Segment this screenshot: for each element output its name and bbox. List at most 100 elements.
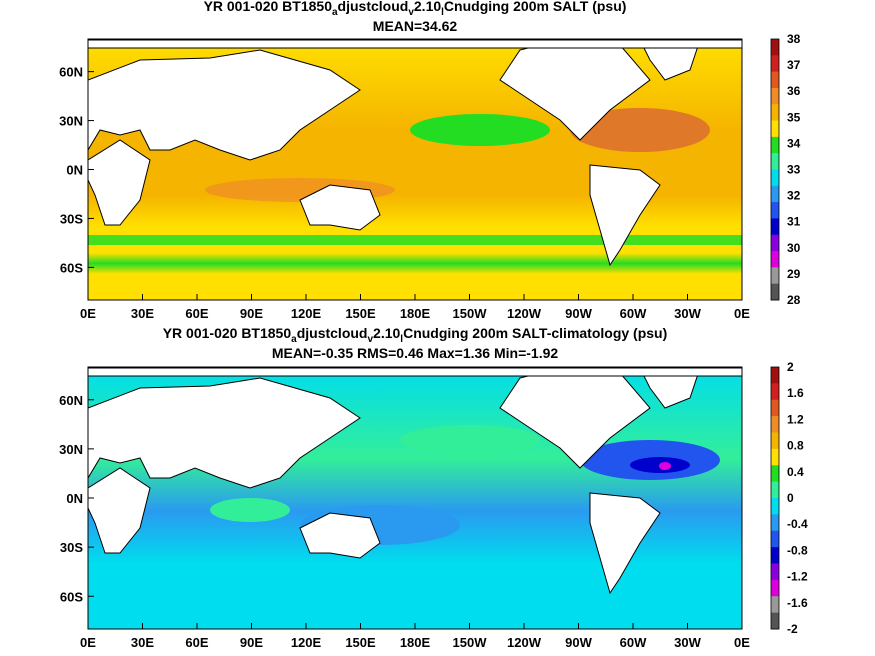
panel1-land bbox=[88, 39, 742, 267]
panel2-map bbox=[88, 367, 742, 629]
panel1-colorbar-label: 36 bbox=[787, 84, 801, 98]
panel2-colorbar-swatch bbox=[771, 547, 779, 564]
panel1-colorbar-swatch bbox=[771, 153, 779, 170]
panel1-xtick-label: 0E bbox=[80, 306, 96, 321]
panel2-axes: 0E 30E 60E 90E 120E 150E 180E 150W 120W 90W 60W 30W… bbox=[59, 393, 750, 650]
panel2-stats: MEAN=-0.35 RMS=0.46 Max=1.36 Min=-1.92 bbox=[271, 345, 559, 361]
panel2-colorbar-label: -1.6 bbox=[787, 596, 808, 610]
panel2-xtick-label: 120E bbox=[291, 635, 322, 650]
southern-fresh-band bbox=[88, 235, 742, 245]
panel1-colorbar-label: 33 bbox=[787, 163, 801, 177]
panel1-colorbar-swatch bbox=[771, 267, 779, 285]
panel1-xtick-label: 30E bbox=[131, 306, 154, 321]
panel2-xtick-label: 90W bbox=[565, 635, 592, 650]
panel1-xtick-label: 150E bbox=[345, 306, 376, 321]
panel1-colorbar-label: 38 bbox=[787, 32, 801, 46]
panel2-colorbar-swatch bbox=[771, 383, 779, 401]
panel2-xtick-label: 30E bbox=[131, 635, 154, 650]
panel2-colorbar-swatch bbox=[771, 514, 779, 532]
panel1-colorbar-swatch bbox=[771, 169, 779, 187]
panel1-ytick-label: 60S bbox=[60, 260, 83, 275]
panel2-colorbar-swatch bbox=[771, 481, 779, 499]
panel1-ytick-label: 0N bbox=[66, 163, 83, 178]
north-atlantic-min bbox=[659, 462, 671, 470]
panel1-colorbar-swatch bbox=[771, 39, 779, 56]
panel1-colorbar-swatch bbox=[771, 55, 779, 73]
panel2-ytick-label: 30S bbox=[60, 540, 83, 555]
panel1-colorbar-swatch bbox=[771, 87, 779, 105]
panel2-colorbar-swatch bbox=[771, 530, 779, 548]
panel1-colorbar-frame bbox=[770, 38, 780, 301]
panel2-colorbar-swatch bbox=[771, 399, 779, 417]
panel1-ytick-label: 30S bbox=[60, 211, 83, 226]
panel1-colorbar-swatch bbox=[771, 104, 779, 122]
panel2-ytick-label: 60S bbox=[60, 589, 83, 604]
panel1-colorbar-swatch bbox=[771, 71, 779, 89]
panel2-xtick-label: 60E bbox=[185, 635, 208, 650]
panel2-colorbar-swatch bbox=[771, 367, 779, 384]
panel1-xtick-label: 0E bbox=[734, 306, 750, 321]
panel1-colorbar-swatch bbox=[771, 136, 779, 154]
panel2-ytick-label: 30N bbox=[59, 442, 83, 457]
panel1-colorbar-label: 34 bbox=[787, 136, 801, 150]
panel1-xtick-label: 150W bbox=[453, 306, 488, 321]
panel1-ytick-label: 60N bbox=[59, 65, 83, 80]
panel1-colorbar-swatch bbox=[771, 283, 779, 301]
panel2-colorbar-swatch bbox=[771, 448, 779, 466]
panel1-colorbar-swatch bbox=[771, 120, 779, 138]
panel1-colorbar-label: 37 bbox=[787, 58, 801, 72]
panel1-xtick-label: 90E bbox=[240, 306, 263, 321]
panel1-map bbox=[88, 39, 742, 300]
panel1-colorbar-swatch bbox=[771, 185, 779, 203]
panel1-axes: 0E 30E 60E 90E 120E 150E 180E 150W 120W 90W 60W 30W… bbox=[59, 65, 750, 321]
north-pacific-anomaly bbox=[400, 425, 540, 455]
panel1-xtick-label: 60W bbox=[620, 306, 647, 321]
panel2-colorbar-swatch bbox=[771, 612, 779, 630]
panel1-colorbar-swatch bbox=[771, 202, 779, 219]
panel1-colorbar: 38 37 36 35 34 33 32 31 30 29 28 bbox=[770, 32, 801, 307]
panel2-ytick-label: 60N bbox=[59, 393, 83, 408]
panel2-colorbar-swatch bbox=[771, 579, 779, 597]
panel2-xtick-label: 30W bbox=[674, 635, 701, 650]
panel2-colorbar-label: -0.8 bbox=[787, 543, 808, 557]
panel2-colorbar-swatch bbox=[771, 432, 779, 450]
panel2-colorbar-label: -0.4 bbox=[787, 517, 808, 531]
panel1-stats: MEAN=34.62 bbox=[372, 18, 458, 34]
panel2-ytick-label: 0N bbox=[66, 491, 83, 506]
panel1-xtick-label: 120W bbox=[507, 306, 542, 321]
panel1-colorbar-label: 30 bbox=[787, 241, 801, 255]
panel1-title: YR 001-020 BT1850adjustcloudv2.10lCnudgi… bbox=[203, 0, 627, 18]
north-pacific-fresh bbox=[410, 114, 550, 146]
panel2-colorbar-swatch bbox=[771, 498, 779, 515]
panel1-xtick-label: 180E bbox=[400, 306, 431, 321]
panel1-ytick-label: 30N bbox=[59, 114, 83, 129]
panel2-colorbar: 2 1.6 1.2 0.8 0.4 0 -0.4 -0.8 -1.2 -1.6 -2 bbox=[770, 360, 808, 636]
panel2-colorbar-swatch bbox=[771, 563, 779, 581]
panel2-xtick-label: 0E bbox=[80, 635, 96, 650]
indian-anomaly bbox=[210, 498, 290, 522]
panel1-colorbar-label: 28 bbox=[787, 293, 801, 307]
panel2-xtick-label: 180E bbox=[400, 635, 431, 650]
panel2-colorbar-frame bbox=[770, 366, 780, 630]
panel2-colorbar-label: 0.4 bbox=[787, 465, 804, 479]
panel2-colorbar-label: 0 bbox=[787, 491, 794, 505]
panel2-colorbar-label: 1.6 bbox=[787, 386, 804, 400]
panel2-xtick-label: 90E bbox=[240, 635, 263, 650]
panel2-title: YR 001-020 BT1850adjustcloudv2.10lCnudgi… bbox=[162, 325, 668, 345]
north-atlantic-high bbox=[570, 108, 710, 152]
panel2-colorbar-swatch bbox=[771, 596, 779, 614]
panel1-colorbar-swatch bbox=[771, 234, 779, 252]
panel1-colorbar-swatch bbox=[771, 251, 779, 268]
panel1-xtick-label: 90W bbox=[565, 306, 592, 321]
panel1-colorbar-label: 35 bbox=[787, 110, 801, 124]
panel2-colorbar-label: -1.2 bbox=[787, 570, 808, 584]
panel2-xtick-label: 60W bbox=[620, 635, 647, 650]
panel1-colorbar-label: 32 bbox=[787, 189, 801, 203]
panel1-colorbar-swatch bbox=[771, 218, 779, 236]
panel1-xtick-label: 120E bbox=[291, 306, 322, 321]
panel2-xtick-label: 0E bbox=[734, 635, 750, 650]
panel2-colorbar-label: -2 bbox=[787, 622, 798, 636]
panel1-colorbar-label: 31 bbox=[787, 215, 801, 229]
panel1-xtick-label: 60E bbox=[185, 306, 208, 321]
